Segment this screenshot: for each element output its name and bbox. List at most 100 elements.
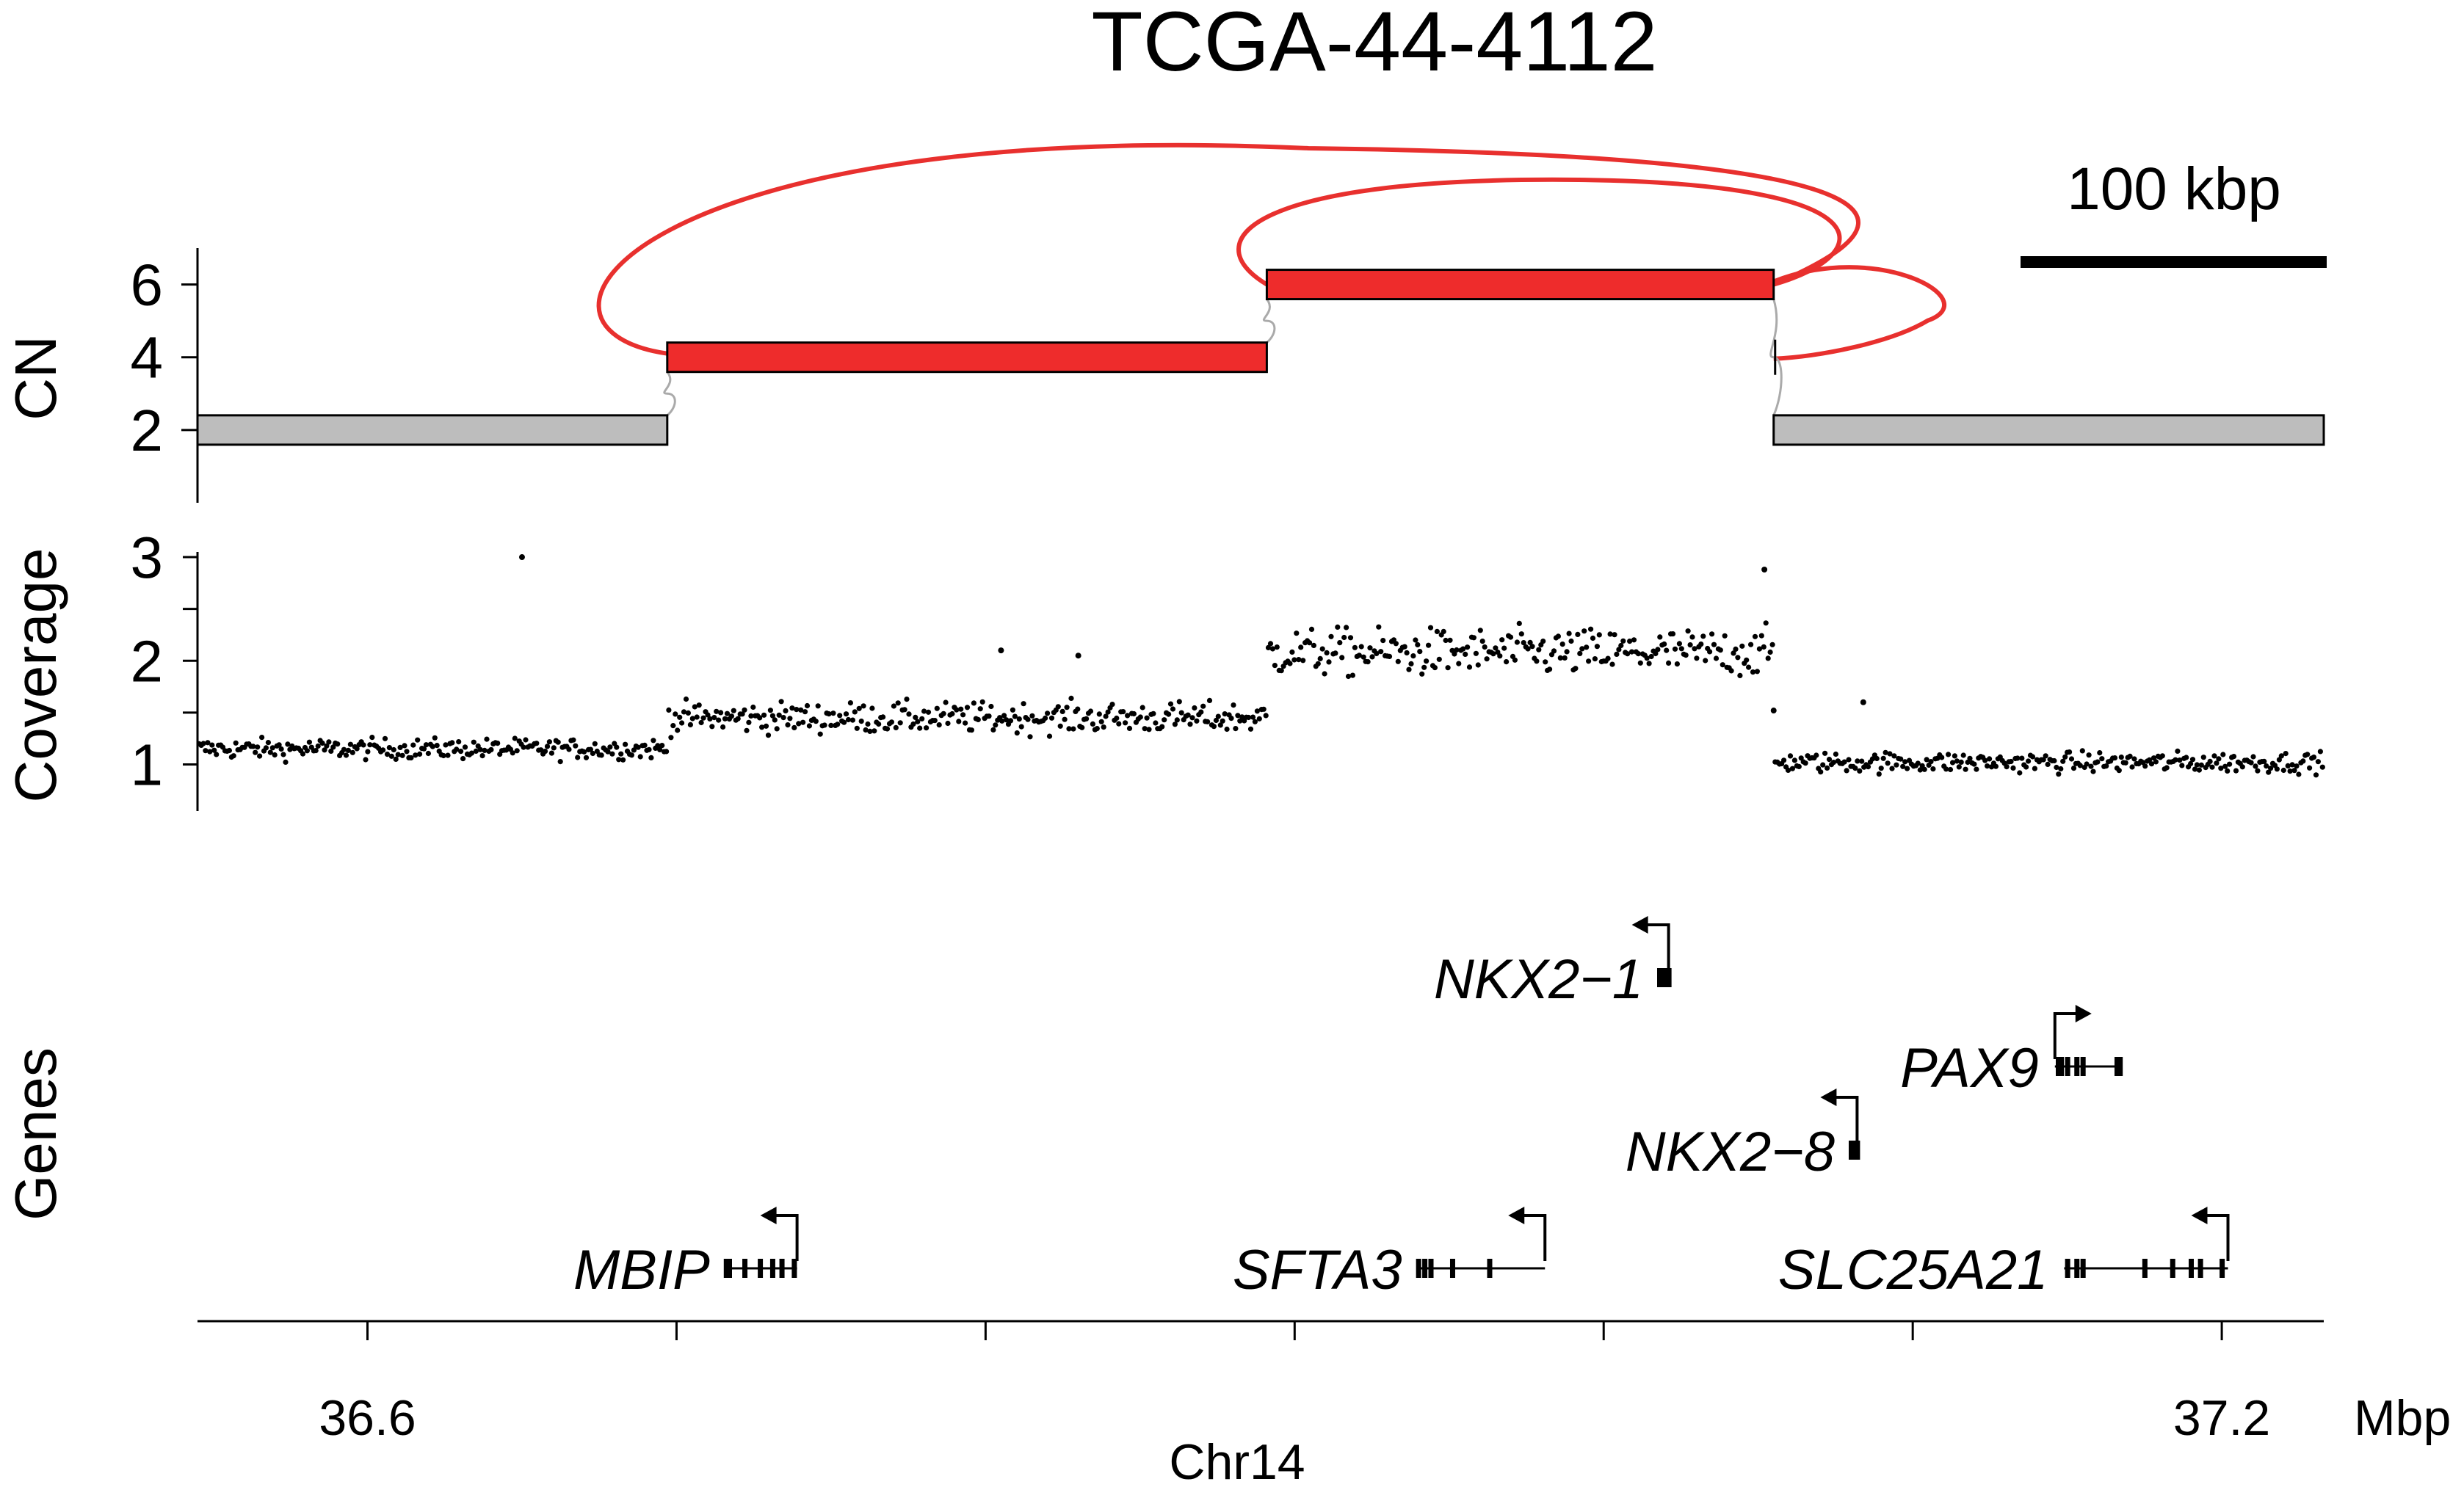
coverage-point [845, 716, 852, 723]
coverage-point [998, 647, 1004, 654]
gene-strand-arrow [1508, 1207, 1525, 1224]
coverage-point [1289, 649, 1295, 655]
coverage-point [417, 751, 423, 757]
coverage-point [679, 720, 685, 726]
coverage-point [1857, 768, 1863, 774]
coverage-point [2097, 750, 2103, 756]
coverage-point [1294, 630, 1300, 636]
coverage-point [964, 705, 971, 710]
coverage-point [860, 703, 866, 709]
gene-exon [727, 1259, 732, 1278]
coverage-point [1865, 764, 1871, 770]
coverage-point [1192, 705, 1197, 711]
coverage-point [687, 722, 694, 728]
gene-exon [1855, 1141, 1860, 1160]
coverage-point [623, 741, 628, 747]
coverage-point [1125, 713, 1131, 719]
coverage-point [2266, 769, 2272, 775]
coverage-point [341, 746, 347, 752]
gene-nkx2-1: NKX2−1 [1434, 916, 1672, 1011]
coverage-point [895, 700, 901, 706]
coverage-point [776, 712, 782, 718]
coverage-point [1709, 631, 1715, 637]
coverage-point [425, 750, 432, 757]
coverage-point [2189, 757, 2196, 763]
coverage-point [1114, 715, 1120, 722]
gene-exon [2059, 1057, 2065, 1076]
coverage-point [960, 712, 966, 718]
coverage-point [628, 752, 635, 758]
coverage-point [2196, 767, 2202, 773]
coverage-point [1609, 661, 1615, 667]
coverage-point [347, 741, 353, 747]
coverage-point [1296, 657, 1302, 663]
gene-exon [1848, 1141, 1854, 1160]
coverage-point [1750, 669, 1756, 675]
coverage-point [724, 710, 731, 716]
coverage-point [1590, 635, 1596, 641]
coverage-point [512, 735, 518, 741]
coverage-point [1982, 757, 1988, 763]
gene-exon [2065, 1259, 2070, 1278]
gene-exon [2220, 1259, 2225, 1278]
coverage-point [473, 748, 479, 754]
coverage-point [735, 716, 741, 722]
coverage-point [1566, 630, 1572, 636]
coverage-point [1436, 656, 1442, 662]
coverage-point [956, 719, 962, 724]
coverage-point [1432, 665, 1438, 671]
coverage-point [1711, 641, 1717, 647]
coverage-point [1666, 660, 1672, 666]
coverage-point [1756, 646, 1762, 652]
gene-strand-arrow [2075, 1005, 2092, 1022]
scale-bar-label: 100 kbp [2067, 156, 2281, 222]
coverage-point [1536, 647, 1542, 653]
coverage-point [523, 737, 529, 743]
coverage-point [1588, 626, 1594, 632]
gene-exon [1487, 1259, 1493, 1278]
coverage-point [1151, 710, 1156, 716]
coverage-point [841, 719, 847, 725]
coverage-point [510, 750, 515, 756]
coverage-point [304, 748, 310, 754]
gene-exon [758, 1259, 764, 1278]
coverage-point [380, 747, 386, 753]
coverage-point [1781, 757, 1787, 763]
coverage-point [1796, 763, 1802, 769]
coverage-point [2060, 758, 2066, 764]
coverage-point [1139, 705, 1145, 710]
coverage-point [2099, 756, 2105, 762]
cn-tick-label: 2 [131, 398, 164, 463]
coverage-point [408, 755, 414, 761]
coverage-point [1789, 766, 1795, 771]
coverage-point [328, 748, 334, 754]
coverage-point [988, 703, 994, 710]
coverage-point [1813, 752, 1819, 758]
coverage-point [731, 708, 736, 713]
coverage-point [1365, 659, 1371, 665]
coverage-point [1341, 634, 1347, 641]
coverage-point [1287, 661, 1293, 666]
gene-exon [779, 1259, 785, 1278]
coverage-point [1417, 649, 1423, 655]
coverage-point [852, 709, 858, 715]
coverage-point [388, 753, 394, 759]
coverage-point [1465, 644, 1471, 650]
coverage-point [432, 735, 438, 741]
coverage-point [2283, 751, 2289, 757]
gene-label: SLC25A21 [1778, 1239, 2048, 1301]
coverage-point [449, 740, 455, 746]
coverage-point [822, 722, 827, 728]
coverage-point [815, 703, 821, 709]
coverage-point [718, 710, 724, 716]
coverage-point [349, 749, 355, 755]
coverage-point [668, 735, 674, 741]
coverage-point [1905, 766, 1910, 771]
coverage-point [343, 752, 349, 758]
coverage-point [1376, 624, 1382, 630]
coverage-point [707, 716, 713, 722]
coverage-point [454, 746, 460, 752]
gene-exon [791, 1259, 797, 1278]
gene-exon [2189, 1259, 2194, 1278]
coverage-point [1463, 651, 1468, 658]
